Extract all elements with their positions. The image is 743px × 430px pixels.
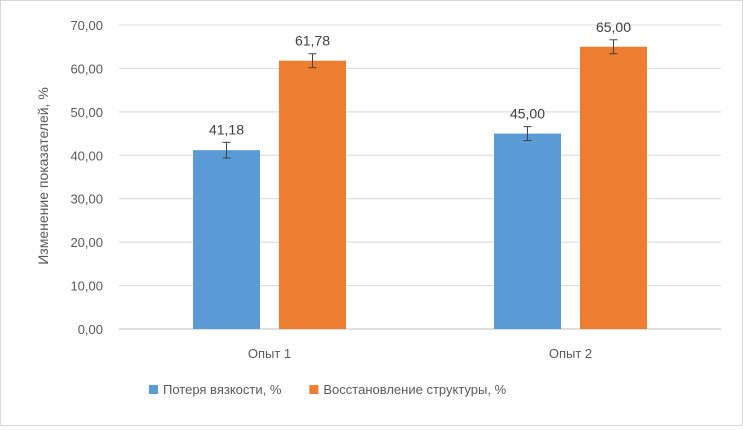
legend-swatch xyxy=(309,385,319,394)
y-tick-label: 10,00 xyxy=(70,279,103,294)
x-tick-label: Опыт 1 xyxy=(248,346,291,361)
legend-swatch xyxy=(149,385,158,394)
y-axis-title: Изменение показателей, % xyxy=(35,87,51,265)
y-tick-label: 40,00 xyxy=(70,148,103,163)
legend-label: Восстановление структуры, % xyxy=(323,382,506,397)
bars xyxy=(193,46,647,330)
bar xyxy=(193,150,260,329)
y-tick-label: 70,00 xyxy=(70,18,103,33)
y-tick-label: 0,00 xyxy=(78,322,103,337)
bar xyxy=(494,133,561,329)
bar xyxy=(580,46,647,329)
legend: Потеря вязкости, % Восстановление структу… xyxy=(149,382,507,397)
data-label: 45,00 xyxy=(510,106,545,122)
y-tick-label: 50,00 xyxy=(70,105,103,120)
data-labels: 41,18 61,78 45,00 65,00 xyxy=(209,19,631,138)
y-tick-label: 60,00 xyxy=(70,61,103,76)
error-bars xyxy=(222,39,618,159)
data-label: 41,18 xyxy=(209,121,244,137)
y-tick-label: 30,00 xyxy=(70,192,103,207)
data-label: 61,78 xyxy=(295,33,330,49)
x-axis-ticks: Опыт 1 Опыт 2 xyxy=(248,346,592,361)
legend-label: Потеря вязкости, % xyxy=(163,382,282,397)
x-tick-label: Опыт 2 xyxy=(549,346,592,361)
y-tick-label: 20,00 xyxy=(70,235,103,250)
bar xyxy=(279,60,346,330)
data-label: 65,00 xyxy=(596,19,631,35)
y-axis-ticks: 0,00 10,00 20,00 30,00 40,00 50,00 60,00 70,00 xyxy=(70,18,103,337)
